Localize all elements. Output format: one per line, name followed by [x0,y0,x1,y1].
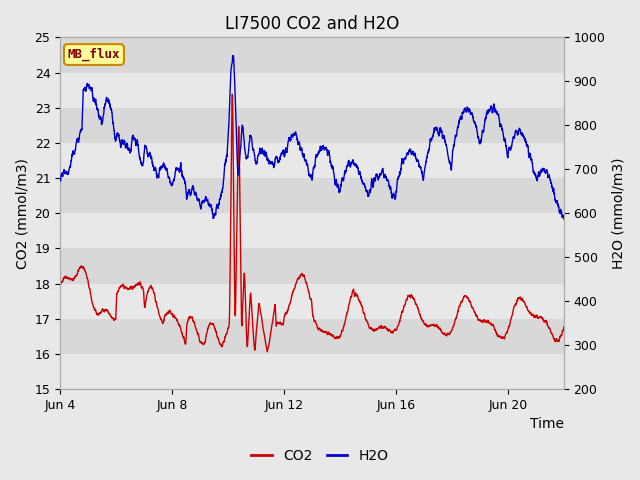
Legend: CO2, H2O: CO2, H2O [246,443,394,468]
Bar [60,37,564,72]
Y-axis label: H2O (mmol/m3): H2O (mmol/m3) [611,157,625,269]
Bar [60,284,564,319]
Bar [60,178,564,213]
Bar [60,213,564,249]
Text: MB_flux: MB_flux [68,48,120,61]
Bar [60,72,564,108]
Bar [60,143,564,178]
Bar [60,319,564,354]
Bar [60,249,564,284]
X-axis label: Time: Time [530,418,564,432]
Bar [60,108,564,143]
Y-axis label: CO2 (mmol/m3): CO2 (mmol/m3) [15,158,29,269]
Bar [60,354,564,389]
Title: LI7500 CO2 and H2O: LI7500 CO2 and H2O [225,15,399,33]
